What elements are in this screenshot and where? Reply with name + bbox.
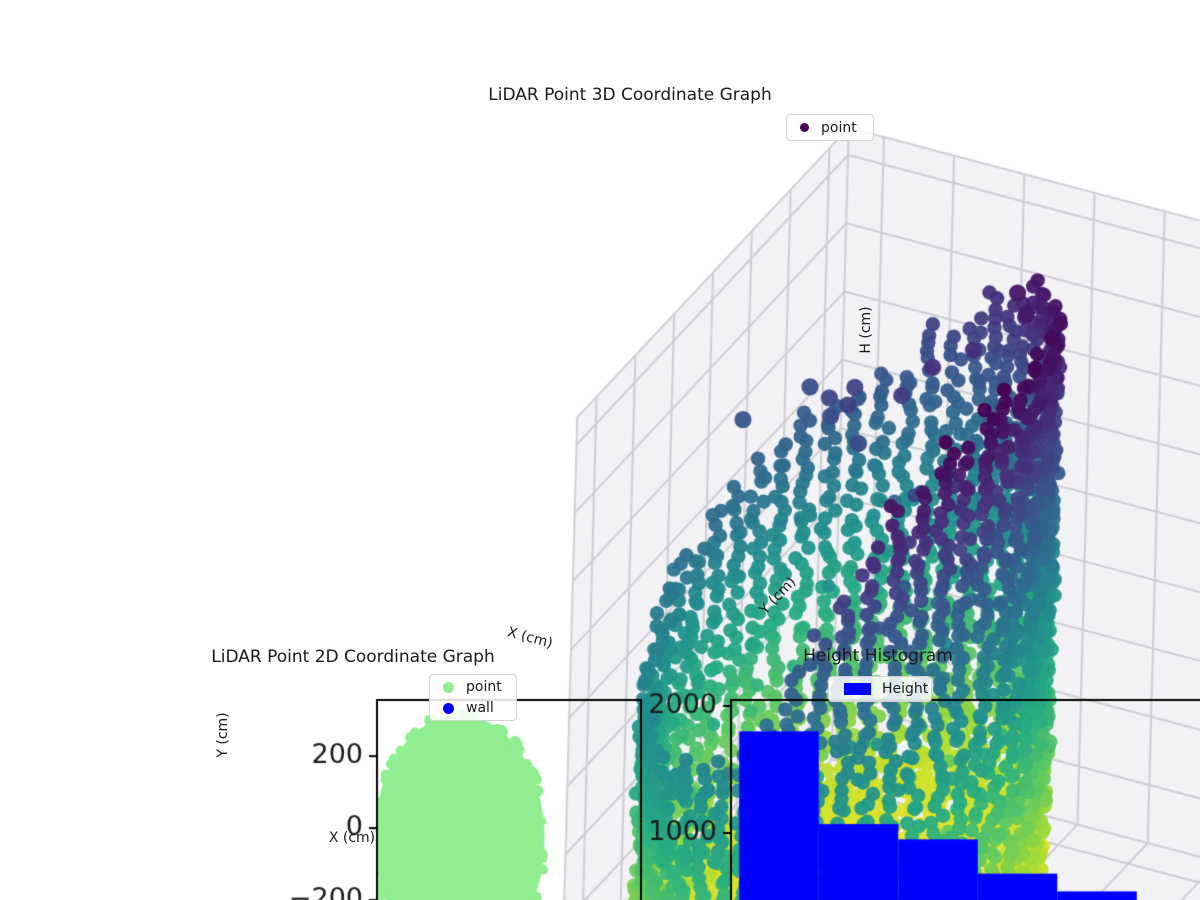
histogram-title: Height Histogram	[803, 646, 953, 666]
plot2d-ylabel: Y (cm)	[215, 712, 231, 758]
plot2d-xlabel: X (cm)	[328, 830, 376, 846]
legend-item-point3d: point	[800, 117, 873, 138]
plot3d-zlabel: H (cm)	[858, 306, 874, 354]
plot2d-title: LiDAR Point 2D Coordinate Graph	[211, 647, 495, 667]
point-marker-icon	[800, 123, 809, 132]
height-bar-swatch-icon	[844, 683, 871, 695]
histogram-legend: Height	[828, 676, 932, 702]
plot3d-legend: point	[786, 114, 874, 141]
plot3d-title: LiDAR Point 3D Coordinate Graph	[488, 85, 772, 105]
plot2d-legend: point wall	[429, 674, 517, 721]
wall-marker-icon	[443, 702, 454, 714]
legend-label: wall	[466, 700, 494, 716]
legend-item-point2d: point	[443, 677, 516, 698]
legend-label: Height	[882, 681, 929, 697]
legend-label: point	[821, 119, 857, 136]
legend-item-wall2d: wall	[443, 698, 516, 719]
legend-item-height: Height	[844, 679, 931, 700]
legend-label: point	[466, 679, 502, 695]
point-marker-icon	[443, 681, 454, 693]
